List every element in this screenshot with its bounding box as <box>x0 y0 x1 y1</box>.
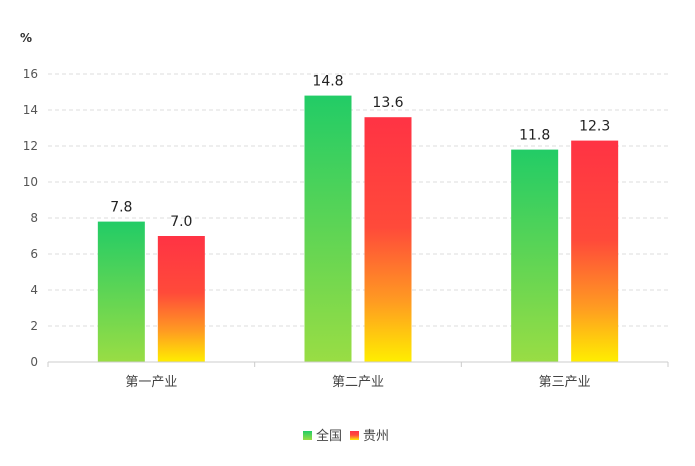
bar-guizhou <box>571 140 619 362</box>
data-label: 7.8 <box>110 200 132 216</box>
data-label: 14.8 <box>312 74 343 90</box>
legend-label-national: 全国 <box>316 428 342 444</box>
y-tick-label: 6 <box>30 247 38 261</box>
legend: 全国 贵州 <box>303 428 389 444</box>
y-tick-label: 2 <box>30 319 38 333</box>
y-tick-label: 8 <box>30 211 38 225</box>
data-label: 7.0 <box>170 214 192 230</box>
x-axis: 第一产业 第二产业 第三产业 <box>47 361 669 390</box>
bar-national <box>304 95 352 362</box>
bar-national <box>97 221 145 362</box>
y-tick-label: 12 <box>23 139 38 153</box>
x-category-label: 第一产业 <box>125 375 177 390</box>
x-category-label: 第三产业 <box>539 375 591 390</box>
y-axis-ticks: 0 2 4 6 8 10 12 14 16 <box>23 67 38 369</box>
y-tick-label: 0 <box>30 355 38 369</box>
legend-swatch-guizhou <box>350 431 359 440</box>
bar-guizhou <box>364 117 412 362</box>
gridlines <box>48 73 668 327</box>
legend-swatch-national <box>303 431 312 440</box>
y-axis-unit: % <box>20 31 32 45</box>
y-tick-label: 4 <box>30 283 38 297</box>
data-label: 11.8 <box>519 128 550 144</box>
bars <box>97 95 619 362</box>
y-tick-label: 10 <box>23 175 38 189</box>
data-label: 12.3 <box>579 119 610 135</box>
data-label: 13.6 <box>372 95 403 111</box>
legend-label-guizhou: 贵州 <box>363 429 389 444</box>
y-tick-label: 16 <box>23 67 38 81</box>
bar-guizhou <box>157 236 205 362</box>
y-tick-label: 14 <box>23 103 38 117</box>
bar-national <box>511 149 559 362</box>
x-category-label: 第二产业 <box>332 375 384 390</box>
data-labels: 7.8 7.0 14.8 13.6 11.8 12.3 <box>110 74 610 230</box>
